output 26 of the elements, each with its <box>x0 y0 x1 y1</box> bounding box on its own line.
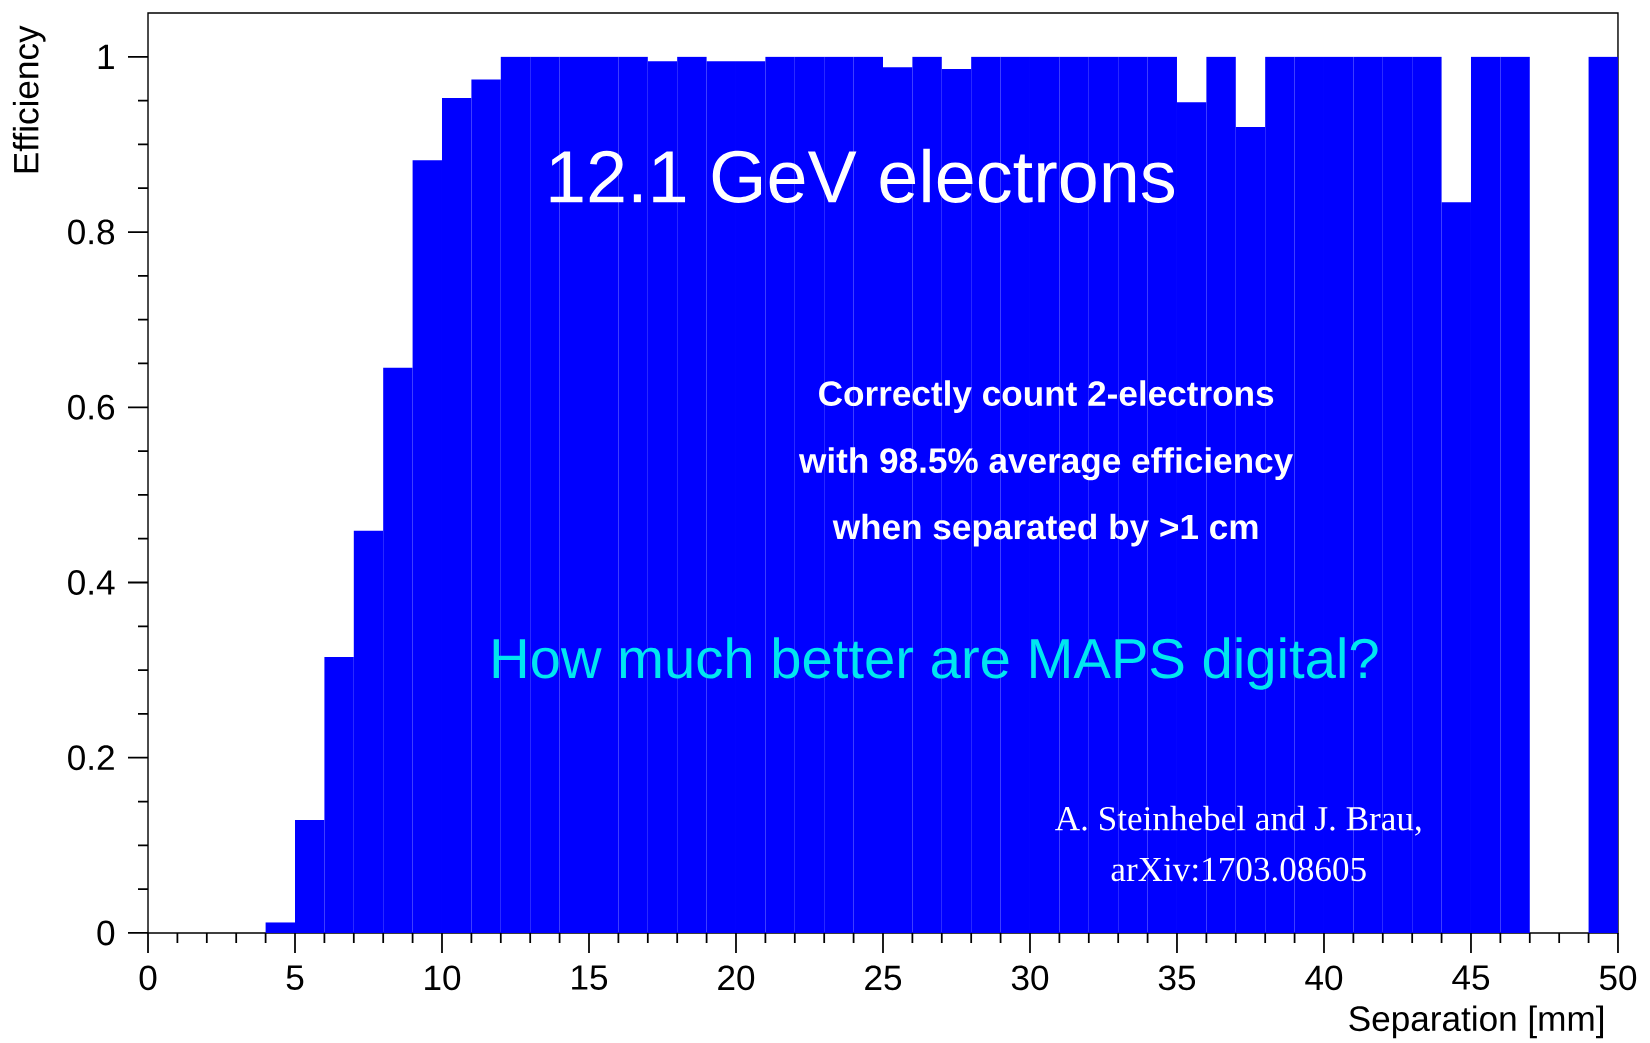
annotation: How much better are MAPS digital? <box>493 637 1378 690</box>
x-tick-label: 40 <box>1305 965 1343 991</box>
x-tick-label: 25 <box>865 965 902 991</box>
x-tick-label: 5 <box>286 965 304 990</box>
y-tick-label: 0.6 <box>68 394 115 420</box>
annotation: 12.1 GeV electrons <box>550 148 1175 203</box>
x-tick-label: 15 <box>572 965 608 990</box>
annotation: with 98.5% average efficiency <box>798 447 1294 481</box>
y-tick-label: 0.8 <box>68 219 115 245</box>
x-tick-label: 30 <box>1011 965 1049 991</box>
x-tick-label: 50 <box>1599 965 1637 991</box>
x-axis-title: Separation [mm] <box>1349 1005 1604 1039</box>
y-tick-label: 0.2 <box>68 745 114 771</box>
y-tick-label: 1 <box>98 44 114 69</box>
x-tick-label: 45 <box>1452 965 1490 990</box>
annotation: when separated by >1 cm <box>832 513 1258 547</box>
x-tick-label: 20 <box>718 965 755 991</box>
x-tick-label: 10 <box>425 965 461 991</box>
y-axis-title: Efficiency <box>12 25 46 173</box>
x-tick-label: 0 <box>139 965 157 991</box>
annotation: A. Steinhebel and J. Brau, <box>1055 805 1421 836</box>
annotation: arXiv:1703.08605 <box>1111 857 1366 882</box>
y-tick-label: 0 <box>97 920 115 946</box>
x-tick-label: 35 <box>1158 965 1196 991</box>
annotation: Correctly count 2-electrons <box>819 380 1274 413</box>
y-tick-label: 0.4 <box>68 570 115 595</box>
